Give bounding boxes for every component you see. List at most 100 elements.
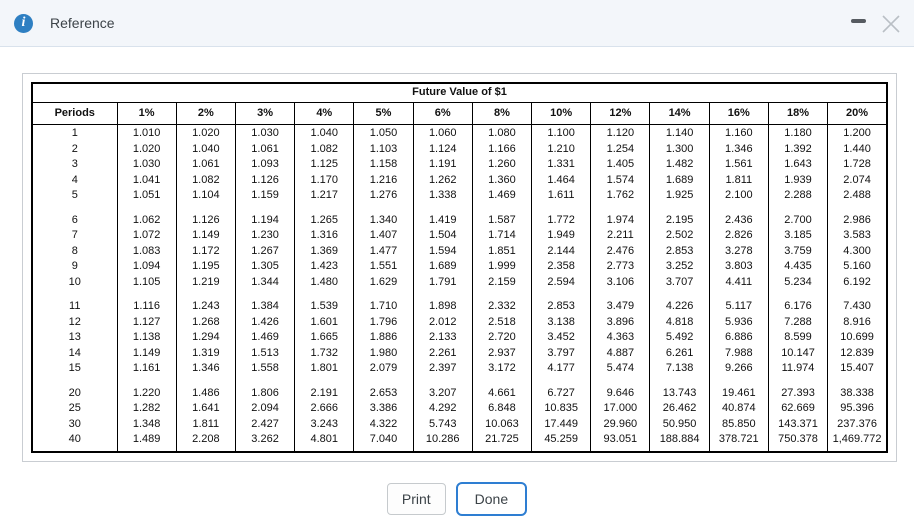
value-cell: 1.689: [412, 259, 473, 275]
value-cell: 1.166: [471, 141, 533, 157]
value-cell: 2.666: [294, 401, 355, 417]
value-cell: 27.393: [767, 376, 829, 401]
value-cell: 2.100: [708, 188, 769, 204]
table-row: 15 1.161 1.346 1.558 1.801 2.079 2.397 3.172 4.1…: [31, 361, 888, 377]
value-cell: 3.278: [708, 243, 769, 259]
value-cell: 1.116: [116, 290, 177, 315]
period-cell: 40: [31, 432, 118, 452]
value-cell: 4.292: [412, 401, 473, 417]
value-cell: 1.094: [116, 259, 177, 275]
value-cell: 5.743: [412, 416, 473, 432]
value-cell: 1.594: [412, 243, 473, 259]
value-cell: 4.887: [590, 345, 651, 361]
value-cell: 4.322: [353, 416, 414, 432]
value-cell: 1.158: [353, 157, 414, 173]
value-cell: 1.392: [767, 141, 829, 157]
value-cell: 1.030: [234, 124, 296, 142]
value-cell: 1.195: [175, 259, 236, 275]
value-cell: 1.338: [412, 188, 473, 204]
value-cell: 4.801: [294, 432, 355, 452]
value-cell: 1.140: [649, 124, 710, 142]
value-cell: 8.599: [767, 330, 829, 346]
value-cell: 7.988: [708, 345, 769, 361]
value-cell: 1.104: [175, 188, 236, 204]
value-cell: 3.138: [531, 314, 592, 330]
close-icon[interactable]: [880, 13, 902, 35]
value-cell: 1.125: [294, 157, 355, 173]
value-cell: 5.474: [590, 361, 651, 377]
value-cell: 1.159: [234, 188, 296, 204]
table-row: 30 1.348 1.811 2.427 3.243 4.322 5.743 10.063 17…: [31, 416, 888, 432]
value-cell: 1.080: [471, 124, 533, 142]
table-row: 4 1.041 1.082 1.126 1.170 1.216 1.262 1.360 1.46…: [31, 172, 888, 188]
value-cell: 1.728: [827, 157, 888, 173]
value-cell: 26.462: [649, 401, 710, 417]
table-row: 12 1.127 1.268 1.426 1.601 1.796 2.012 2.518 3.1…: [31, 314, 888, 330]
period-cell: 5: [31, 188, 118, 204]
value-cell: 2.488: [827, 188, 888, 204]
table-row: 11 1.116 1.243 1.384 1.539 1.710 1.898 2.332 2.8…: [31, 290, 888, 315]
table-header-row: Periods 1% 2% 3% 4% 5% 6% 8% 10% 12% 14% 16% 18% 20%: [31, 102, 888, 125]
value-cell: 2.133: [412, 330, 473, 346]
done-button[interactable]: Done: [455, 481, 528, 516]
value-cell: 6.727: [531, 376, 592, 401]
value-cell: 1,469.772: [827, 432, 888, 452]
value-cell: 9.646: [590, 376, 651, 401]
value-cell: 1.489: [116, 432, 177, 452]
value-cell: 2.159: [471, 274, 533, 290]
info-icon: i: [14, 13, 33, 33]
value-cell: 1.772: [531, 203, 592, 228]
value-cell: 45.259: [531, 432, 592, 452]
value-cell: 3.707: [649, 274, 710, 290]
period-cell: 10: [31, 274, 118, 290]
minimize-icon[interactable]: [848, 14, 868, 34]
value-cell: 1.194: [234, 203, 296, 228]
rate-column-header: 12%: [590, 102, 651, 125]
value-cell: 3.479: [590, 290, 651, 315]
value-cell: 1.558: [234, 361, 296, 377]
value-cell: 1.419: [412, 203, 473, 228]
window-controls: [848, 0, 902, 47]
value-cell: 1.440: [827, 141, 888, 157]
value-cell: 1.504: [412, 228, 473, 244]
value-cell: 1.020: [175, 124, 236, 142]
value-cell: 1.126: [234, 172, 296, 188]
value-cell: 1.360: [471, 172, 533, 188]
value-cell: 1.551: [353, 259, 414, 275]
value-cell: 4.411: [708, 274, 769, 290]
period-cell: 13: [31, 330, 118, 346]
value-cell: 1.061: [175, 157, 236, 173]
value-cell: 2.288: [767, 188, 829, 204]
value-cell: 1.407: [353, 228, 414, 244]
value-cell: 1.811: [175, 416, 236, 432]
value-cell: 1.801: [294, 361, 355, 377]
table-row: 40 1.489 2.208 3.262 4.801 7.040 10.286 21.725 4…: [31, 432, 888, 452]
value-cell: 1.539: [294, 290, 355, 315]
value-cell: 1.939: [767, 172, 829, 188]
value-cell: 2.261: [412, 345, 473, 361]
value-cell: 1.082: [175, 172, 236, 188]
value-cell: 1.172: [175, 243, 236, 259]
value-cell: 750.378: [767, 432, 829, 452]
value-cell: 8.916: [827, 314, 888, 330]
rate-column-header: 2%: [175, 102, 236, 125]
dialog-footer: Print Done: [0, 481, 914, 516]
value-cell: 1.093: [234, 157, 296, 173]
value-cell: 93.051: [590, 432, 651, 452]
value-cell: 2.094: [234, 401, 296, 417]
rate-column-header: 8%: [471, 102, 533, 125]
value-cell: 3.803: [708, 259, 769, 275]
table-row: 13 1.138 1.294 1.469 1.665 1.886 2.133 2.720 3.4…: [31, 330, 888, 346]
value-cell: 1.260: [471, 157, 533, 173]
rate-column-header: 4%: [294, 102, 355, 125]
value-cell: 1.811: [708, 172, 769, 188]
print-button[interactable]: Print: [386, 482, 446, 515]
period-cell: 30: [31, 416, 118, 432]
value-cell: 1.243: [175, 290, 236, 315]
value-cell: 4.435: [767, 259, 829, 275]
value-cell: 1.230: [234, 228, 296, 244]
value-cell: 1.267: [234, 243, 296, 259]
value-cell: 12.839: [827, 345, 888, 361]
value-cell: 1.482: [649, 157, 710, 173]
period-cell: 6: [31, 203, 118, 228]
